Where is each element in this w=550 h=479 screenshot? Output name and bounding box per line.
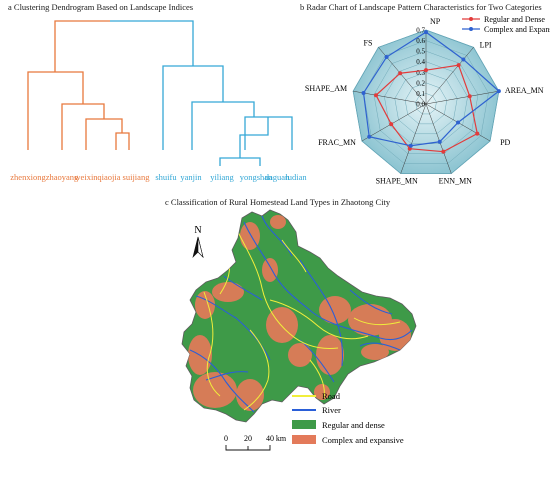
dendrogram-leaf-label: zhenxiong bbox=[10, 172, 46, 182]
radar-axis-label: LPI bbox=[480, 40, 492, 49]
radar-point bbox=[361, 90, 366, 95]
radar-series-line bbox=[362, 31, 500, 147]
radar-point bbox=[424, 30, 428, 35]
radar-point bbox=[389, 122, 394, 127]
radar-grid-ring bbox=[352, 29, 500, 174]
radar-point bbox=[424, 68, 428, 73]
legend-complex-label: Complex and expansive bbox=[322, 435, 404, 445]
radar-tick-label: 0.0 bbox=[416, 101, 425, 109]
radar-point bbox=[398, 71, 403, 76]
map-title: c Classification of Rural Homestead Land… bbox=[165, 197, 391, 207]
radar-tick-label: 0.5 bbox=[416, 48, 425, 56]
legend-regular-label: Regular and dense bbox=[322, 420, 385, 430]
complex-expansive-areas bbox=[188, 215, 411, 411]
radar-point bbox=[456, 120, 461, 125]
scale-label-20: 20 bbox=[244, 434, 252, 443]
radar-axis-line bbox=[425, 103, 452, 174]
dendrogram-leaf-label: zhaoyang bbox=[46, 172, 79, 182]
radar-point bbox=[475, 131, 480, 136]
legend-regular-swatch bbox=[292, 420, 316, 429]
radar-axis-line bbox=[425, 47, 474, 105]
radar-grid-ring bbox=[363, 40, 489, 164]
legend-complex-swatch bbox=[292, 435, 316, 444]
radar-legend-label: Regular and Dense bbox=[484, 15, 545, 24]
map-region bbox=[181, 209, 417, 423]
radar-axis-label: PD bbox=[500, 138, 510, 147]
dendrogram-title: a Clustering Dendrogram Based on Landsca… bbox=[8, 2, 194, 12]
radar-point bbox=[367, 134, 372, 139]
radar-grid-ring bbox=[415, 93, 437, 115]
road-network bbox=[203, 231, 401, 411]
radar-axis-label: SHAPE_AM bbox=[305, 84, 347, 93]
radar-series-line bbox=[375, 64, 478, 153]
north-label: N bbox=[194, 225, 201, 236]
legend-river-label: River bbox=[322, 405, 341, 415]
map-legend: Road River Regular and dense Complex and… bbox=[292, 391, 404, 445]
radar-point bbox=[461, 57, 466, 62]
radar-axis-label: ENN_MN bbox=[439, 177, 473, 186]
radar-grid-ring bbox=[394, 72, 458, 135]
dendrogram-leaf-label: ludian bbox=[285, 172, 307, 182]
radar-tick-label: 0.2 bbox=[416, 79, 425, 87]
radar-point bbox=[437, 139, 442, 144]
radar-tick-label: 0.3 bbox=[416, 69, 425, 77]
legend-road-label: Road bbox=[322, 391, 341, 401]
radar-axis-label: SHAPE_MN bbox=[376, 177, 418, 186]
radar-grid-ring bbox=[373, 50, 479, 154]
dendrogram-leaf-label: suijiang bbox=[123, 172, 151, 182]
radar-title: b Radar Chart of Landscape Pattern Chara… bbox=[300, 2, 542, 12]
dendrogram-leaf-label: daguan bbox=[265, 172, 290, 182]
scale-label-unit: km bbox=[276, 434, 287, 443]
radar-legend-marker bbox=[469, 17, 473, 21]
dendrogram-leaf-label: yongshan bbox=[240, 172, 273, 182]
radar-grid-ring bbox=[404, 82, 448, 125]
dendrogram-branches-orange bbox=[27, 20, 130, 150]
radar-point bbox=[441, 149, 446, 154]
radar-axis-line bbox=[400, 103, 427, 174]
radar-point bbox=[384, 55, 389, 60]
radar-point bbox=[408, 143, 413, 148]
radar-axis-line bbox=[425, 90, 499, 105]
radar-axis-label: FS bbox=[364, 38, 373, 47]
radar-point bbox=[456, 63, 461, 68]
radar-tick-label: 0.4 bbox=[416, 58, 425, 66]
scale-bar: 0 20 40 km bbox=[224, 434, 287, 451]
radar-axis-line bbox=[361, 103, 427, 142]
dendrogram-branches-blue bbox=[110, 20, 293, 166]
radar-axis-label: FRAC_MN bbox=[318, 138, 356, 147]
radar-legend-label: Complex and Expansive bbox=[484, 25, 550, 34]
scale-label-0: 0 bbox=[224, 434, 228, 443]
north-arrow: N bbox=[192, 225, 204, 258]
dendrogram-leaf-label: yanjin bbox=[180, 172, 202, 182]
radar-axis-label: AREA_MN bbox=[505, 86, 544, 95]
radar-tick-label: 0.7 bbox=[416, 27, 425, 35]
dendrogram-leaf-label: weixin bbox=[74, 172, 98, 182]
dendrogram-leaf-label: qiaojia bbox=[97, 172, 120, 182]
dendrogram-leaf-label: yiliang bbox=[210, 172, 234, 182]
scale-label-40: 40 bbox=[266, 434, 274, 443]
dendrogram-leaf-label: shuifu bbox=[155, 172, 177, 182]
radar-legend-marker bbox=[469, 27, 473, 31]
radar-point bbox=[374, 93, 379, 98]
radar-axis-label: NP bbox=[430, 17, 441, 26]
radar-point bbox=[467, 94, 472, 99]
radar-point bbox=[496, 89, 501, 94]
radar-tick-label: 0.1 bbox=[416, 90, 425, 98]
radar-tick-label: 0.6 bbox=[416, 37, 425, 45]
